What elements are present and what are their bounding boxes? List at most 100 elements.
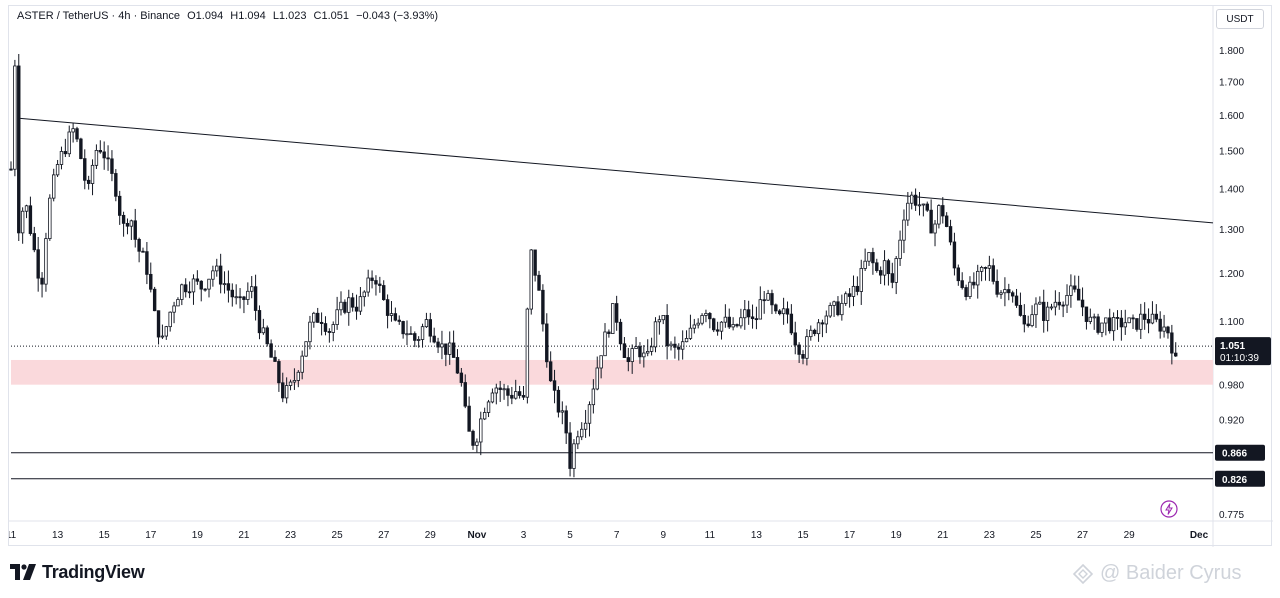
candle-body: [999, 292, 1003, 295]
candle-body: [867, 252, 871, 262]
candle-body: [335, 309, 339, 325]
candle-body: [475, 441, 479, 446]
time-tick-label: 25: [1030, 530, 1042, 541]
candle-body: [618, 321, 623, 345]
candle-body: [24, 205, 29, 212]
candle-body: [125, 222, 130, 227]
candle-body: [129, 220, 134, 227]
candle-body: [735, 324, 739, 327]
candle-body: [269, 343, 273, 358]
candle-body: [836, 301, 840, 316]
candle-body: [766, 293, 770, 301]
candle-body: [960, 280, 964, 288]
candle-body: [560, 410, 565, 413]
candle-body: [1045, 306, 1050, 321]
candle-body: [824, 315, 829, 325]
watermark: @ Baider Cyrus: [1072, 562, 1241, 585]
candle-body: [739, 317, 743, 327]
candle-body: [257, 310, 262, 334]
candle-body: [448, 342, 452, 355]
candle-body: [1022, 315, 1027, 325]
candle-body: [991, 265, 995, 282]
candle-body: [234, 296, 238, 299]
candle-body: [646, 351, 650, 354]
candle-body: [913, 194, 918, 206]
candle-body: [622, 343, 627, 358]
candle-body: [583, 422, 588, 430]
candle-body: [580, 428, 584, 438]
time-tick-label: 11: [705, 530, 716, 541]
candle-body: [634, 346, 638, 349]
candle-body: [172, 305, 176, 313]
candle-body: [972, 281, 976, 286]
candle-body: [378, 283, 382, 286]
candle-body: [657, 319, 662, 323]
candle-body: [451, 342, 456, 358]
candle-body: [350, 297, 355, 308]
candle-body: [630, 348, 634, 363]
candle-body: [785, 308, 790, 315]
candle-body: [1088, 316, 1093, 322]
candle-body: [420, 326, 425, 340]
chart-frame[interactable]: 0.8660.8261.05101:10:391.9001.8001.7001.…: [8, 5, 1273, 547]
candle-body: [1174, 352, 1178, 357]
price-chart[interactable]: 0.8660.8261.05101:10:391.9001.8001.7001.…: [9, 6, 1273, 547]
price-tick-label: 0.920: [1219, 415, 1244, 426]
time-tick-label: 15: [99, 530, 111, 541]
candle-body: [987, 265, 992, 269]
currency-button[interactable]: USDT: [1216, 9, 1264, 29]
candle-body: [1034, 303, 1038, 316]
candle-body: [339, 301, 343, 311]
candle-body: [156, 310, 161, 338]
candle-body: [537, 274, 541, 291]
candle-body: [906, 202, 910, 221]
candle-body: [79, 138, 83, 160]
candle-body: [455, 357, 460, 374]
candle-body: [719, 321, 724, 332]
candle-body: [479, 418, 483, 443]
time-tick-label: Nov: [467, 530, 486, 541]
candle-body: [890, 273, 895, 283]
candle-body: [680, 341, 685, 350]
candle-body: [215, 265, 219, 272]
price-tick-label: 1.500: [1219, 146, 1244, 157]
candle-body: [902, 219, 906, 241]
candle-body: [502, 388, 506, 391]
level-label-bg: [1215, 470, 1265, 487]
candle-body: [261, 327, 266, 334]
candle-body: [708, 313, 712, 320]
candle-body: [754, 318, 759, 321]
candle-body: [937, 205, 941, 225]
candle-body: [121, 214, 126, 224]
candle-body: [750, 316, 755, 320]
candle-body: [840, 302, 844, 316]
candle-body: [32, 233, 36, 251]
candle-body: [331, 324, 335, 333]
candle-body: [1092, 316, 1096, 319]
watermark-logo-icon: [1072, 563, 1094, 584]
candle-body: [944, 215, 949, 227]
candle-body: [688, 327, 693, 339]
watermark-text: @ Baider Cyrus: [1100, 562, 1242, 584]
candle-body: [164, 326, 168, 337]
candle-body: [145, 251, 149, 275]
time-tick-label: 7: [614, 530, 620, 541]
candle-body: [591, 388, 596, 406]
candle-body: [432, 335, 436, 343]
candle-body: [288, 381, 293, 386]
candle-body: [273, 356, 277, 362]
candle-body: [948, 226, 953, 243]
candle-body: [184, 284, 188, 293]
flash-icon[interactable]: [1160, 500, 1178, 518]
candle-body: [533, 249, 537, 276]
candle-body: [863, 260, 867, 269]
candle-body: [1142, 313, 1147, 320]
candle-body: [1080, 299, 1085, 308]
candle-body: [847, 293, 852, 297]
candle-body: [556, 389, 561, 413]
tradingview-brand[interactable]: TradingView: [10, 561, 145, 583]
candle-body: [727, 316, 731, 328]
candle-body: [770, 293, 774, 306]
candle-body: [898, 239, 902, 259]
candle-body: [242, 296, 246, 300]
